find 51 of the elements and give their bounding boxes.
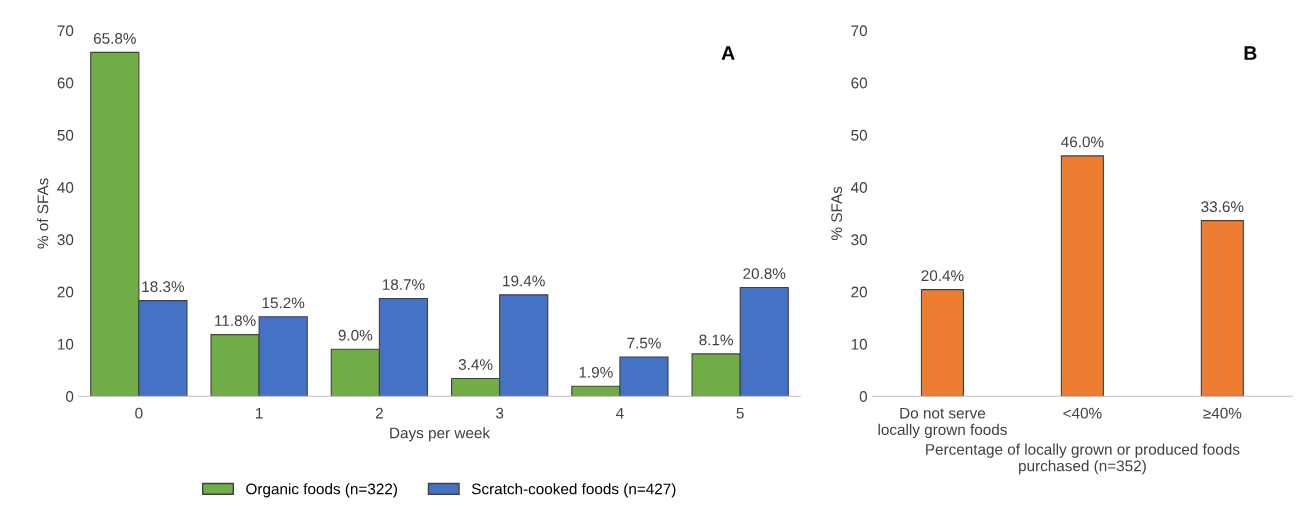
legend-label: Scratch-cooked foods (n=427) [471,483,676,498]
annotation: B [1244,46,1257,60]
data-label: 18.3% [142,281,185,293]
data-label: 46.0% [1061,136,1104,148]
data-label: 9.0% [338,329,373,341]
y-tick-label: 40 [57,182,74,193]
x-tick-label: <40% [1063,407,1102,419]
y-tick-label: 30 [851,234,868,246]
y-tick-label: 50 [851,129,868,141]
annotation: A [721,46,735,60]
x-tick-label: 4 [616,407,624,419]
y-tick-label: 50 [57,129,74,141]
y-tick-label: 10 [851,338,868,350]
x-tick-label: 2 [375,407,383,419]
data-label: 33.6% [1201,201,1244,213]
data-label: 3.4% [458,359,493,370]
data-label: 65.8% [93,33,136,44]
x-tick-label: ≥40% [1203,407,1242,419]
y-axis-title: % of SFAs [37,178,49,249]
y-tick-label: 60 [57,77,74,89]
y-tick-label: 40 [850,182,868,193]
data-label: 7.5% [627,337,661,349]
x-axis-title: Days per week [390,427,491,442]
y-tick-label: 0 [65,391,74,402]
bar [1200,220,1244,397]
x-axis-title: Percentage of locally grown or produced foods purchased (n=352) [926,443,1240,475]
y-tick-label: 20 [851,286,868,298]
y-tick-label: 70 [57,25,74,37]
x-tick-label: 0 [135,407,143,419]
y-tick-label: 0 [859,391,868,402]
data-label: 20.4% [921,270,964,282]
x-tick-label: Do not serve locally grown foods [878,407,1007,439]
y-tick-label: 10 [58,338,74,350]
y-tick-label: 70 [851,25,868,37]
data-label: 15.2% [262,297,305,309]
x-tick-label: 1 [256,407,263,419]
x-tick-label: 3 [495,407,504,419]
data-label: 8.1% [699,334,733,346]
legend-label: Organic foods (n=322) [246,483,397,498]
data-label: 20.8% [743,268,786,279]
bar [920,289,965,397]
data-label: 11.8% [215,315,256,327]
bar [1060,155,1104,397]
y-axis-title: % SFAs [831,186,843,240]
x-tick-label: 5 [736,407,744,419]
data-label: 1.9% [579,366,613,378]
data-label: 18.7% [382,279,425,290]
y-tick-label: 20 [57,286,74,298]
y-tick-label: 30 [57,234,74,246]
y-tick-label: 60 [851,77,868,89]
data-label: 19.4% [503,275,545,287]
